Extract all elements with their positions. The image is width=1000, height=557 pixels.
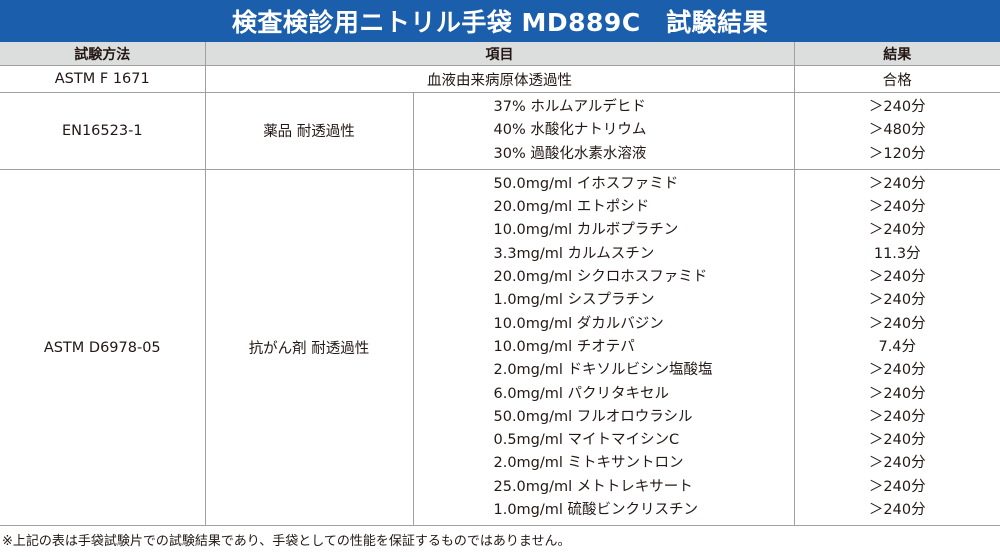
item-line: 20.0mg/ml エトポシド	[493, 199, 650, 216]
result-line: ＞240分	[868, 222, 926, 239]
result-line: 7.4分	[878, 338, 917, 355]
category-cell: 薬品 耐透過性	[204, 92, 413, 170]
item-line: 1.0mg/ml 硫酸ビンクリスチン	[493, 502, 699, 519]
result-line: ＞240分	[868, 432, 926, 449]
item-line: 10.0mg/ml ダカルバジン	[493, 315, 664, 332]
items-cell: 50.0mg/ml イホスファミド 20.0mg/ml エトポシド 10.0mg/m…	[412, 169, 794, 527]
method-cell: ASTM D6978-05	[0, 169, 205, 527]
result-line: ＞240分	[868, 385, 926, 402]
result-line: ＞240分	[868, 269, 926, 286]
footnote: ※上記の表は手袋試験片での試験結果であり、手袋としての性能を保証するものではあり…	[2, 534, 571, 550]
result-line: ＞240分	[868, 362, 926, 379]
item-line: 3.3mg/ml カルムスチン	[493, 245, 655, 262]
item-line: 10.0mg/ml カルボプラチン	[493, 222, 679, 239]
results-cell: ＞240分 ＞240分 ＞240分 11.3分 ＞240分 ＞240分 ＞240分 7.4分 ＞…	[793, 169, 1000, 527]
header-method: 試験方法	[0, 42, 205, 66]
results-table: 試験方法 項目 結果 ASTM F 1671 血液由来病原体透過性 合格 EN1…	[0, 42, 1000, 527]
item-line: 30% 過酸化水素水溶液	[493, 145, 647, 162]
item-line: 2.0mg/ml ミトキサントロン	[493, 455, 684, 472]
result-line: ＞240分	[868, 292, 926, 309]
item-line: 20.0mg/ml シクロホスファミド	[493, 269, 708, 286]
method-cell: ASTM F 1671	[0, 65, 205, 93]
page-title: 検査検診用ニトリル手袋 MD889C 試験結果	[0, 0, 1000, 42]
category-cell: 血液由来病原体透過性	[204, 65, 794, 93]
header-item: 項目	[204, 42, 794, 66]
header-row: 試験方法 項目 結果	[0, 42, 1000, 66]
result-line: 11.3分	[873, 245, 921, 262]
result-line: ＞240分	[868, 408, 926, 425]
item-line: 2.0mg/ml ドキソルビシン塩酸塩	[493, 362, 713, 379]
results-cell: ＞240分 ＞480分 ＞120分	[793, 92, 1000, 170]
category-cell: 抗がん剤 耐透過性	[204, 169, 413, 527]
result-line: ＞240分	[868, 315, 926, 332]
result-line: ＞120分	[868, 145, 926, 162]
items-cell: 37% ホルムアルデヒド 40% 水酸化ナトリウム 30% 過酸化水素水溶液	[412, 92, 794, 170]
method-cell: EN16523-1	[0, 92, 205, 170]
item-line: 50.0mg/ml イホスファミド	[493, 175, 679, 192]
result-line: ＞240分	[868, 199, 926, 216]
result-line: ＞240分	[868, 455, 926, 472]
result-line: ＞240分	[868, 478, 926, 495]
header-result: 結果	[793, 42, 1000, 66]
result-line: ＞240分	[868, 502, 926, 519]
table-row: ASTM D6978-05 抗がん剤 耐透過性 50.0mg/ml イホスファミ…	[0, 169, 1000, 527]
item-line: 1.0mg/ml シスプラチン	[493, 292, 655, 309]
item-line: 6.0mg/ml パクリタキセル	[493, 385, 670, 402]
table-row: EN16523-1 薬品 耐透過性 37% ホルムアルデヒド 40% 水酸化ナトリ…	[0, 92, 1000, 170]
item-line: 0.5mg/ml マイトマイシンC	[493, 432, 680, 449]
result-line: ＞240分	[868, 99, 926, 115]
table-row: ASTM F 1671 血液由来病原体透過性 合格	[0, 65, 1000, 93]
result-line: ＞240分	[868, 175, 926, 192]
result-line: ＞480分	[868, 122, 926, 139]
item-line: 50.0mg/ml フルオロウラシル	[493, 408, 693, 425]
item-line: 40% 水酸化ナトリウム	[493, 122, 647, 139]
item-line: 37% ホルムアルデヒド	[493, 99, 646, 115]
item-line: 10.0mg/ml チオテパ	[493, 338, 635, 355]
result-cell: 合格	[793, 65, 1000, 93]
item-line: 25.0mg/ml メトトレキサート	[493, 478, 693, 495]
